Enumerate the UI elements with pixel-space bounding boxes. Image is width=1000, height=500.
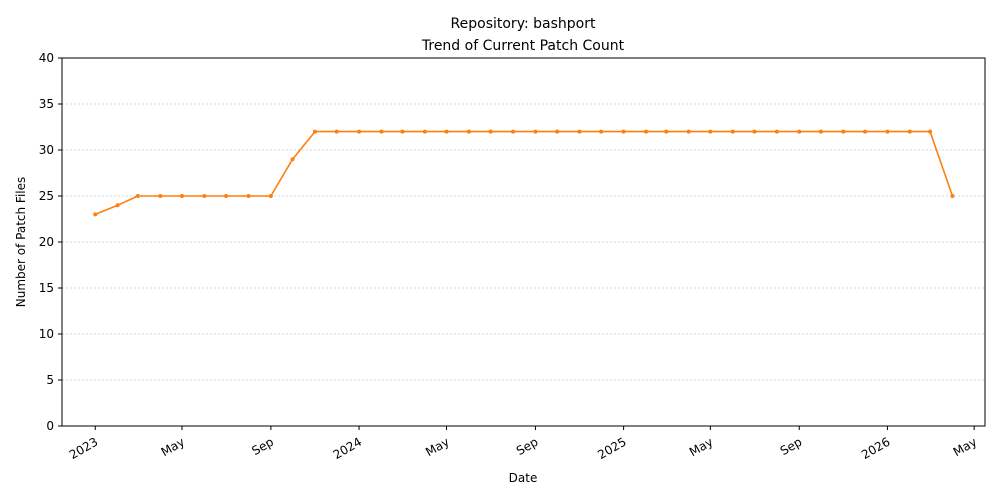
data-point [135,194,140,198]
series-group [93,129,955,217]
data-point [488,129,493,134]
series-line [94,130,954,216]
data-point [730,129,735,134]
data-point [577,129,582,134]
y-tick-label: 35 [39,97,54,111]
data-point [774,129,779,134]
data-point [379,129,384,134]
y-tick-label: 30 [39,143,54,157]
data-point [907,129,912,134]
data-point [511,129,516,134]
data-point [422,129,427,134]
chart-title-line1: Repository: bashport [451,16,596,32]
data-point [950,194,955,198]
data-point [818,129,823,134]
data-point [621,129,626,134]
data-point [664,129,669,134]
y-tick-label: 0 [46,419,54,433]
data-point [444,129,449,134]
data-point [224,194,229,198]
y-axis: 0 5 10 15 20 25 30 35 40 [39,51,62,433]
y-tick-label: 15 [39,281,54,295]
data-point [708,129,713,134]
data-point [686,129,691,134]
y-tick-label: 10 [39,327,54,341]
chart-title-line2: Trend of Current Patch Count [421,38,625,54]
y-tick-label: 25 [39,189,54,203]
data-point [555,129,560,134]
data-point [93,212,98,217]
data-point [797,129,802,134]
data-point [115,203,120,208]
data-point [863,129,868,134]
data-point [841,129,846,134]
y-tick-label: 40 [39,51,54,65]
data-point [928,129,933,134]
y-tick-label: 20 [39,235,54,249]
data-point [179,194,184,198]
data-point [752,129,757,134]
data-point [885,129,890,134]
y-axis-title: Number of Patch Files [14,177,28,308]
data-point [599,129,604,134]
data-point [400,129,405,134]
data-point [202,194,207,198]
x-axis-title: Date [509,471,538,485]
data-point [466,129,471,134]
data-point [644,129,649,134]
data-point [246,194,251,198]
data-point [158,194,163,198]
data-point [268,194,273,198]
data-point [290,157,295,162]
data-point [533,129,538,134]
data-point [312,129,317,134]
data-point [357,129,362,134]
y-tick-label: 5 [46,373,54,387]
data-point [334,129,339,134]
